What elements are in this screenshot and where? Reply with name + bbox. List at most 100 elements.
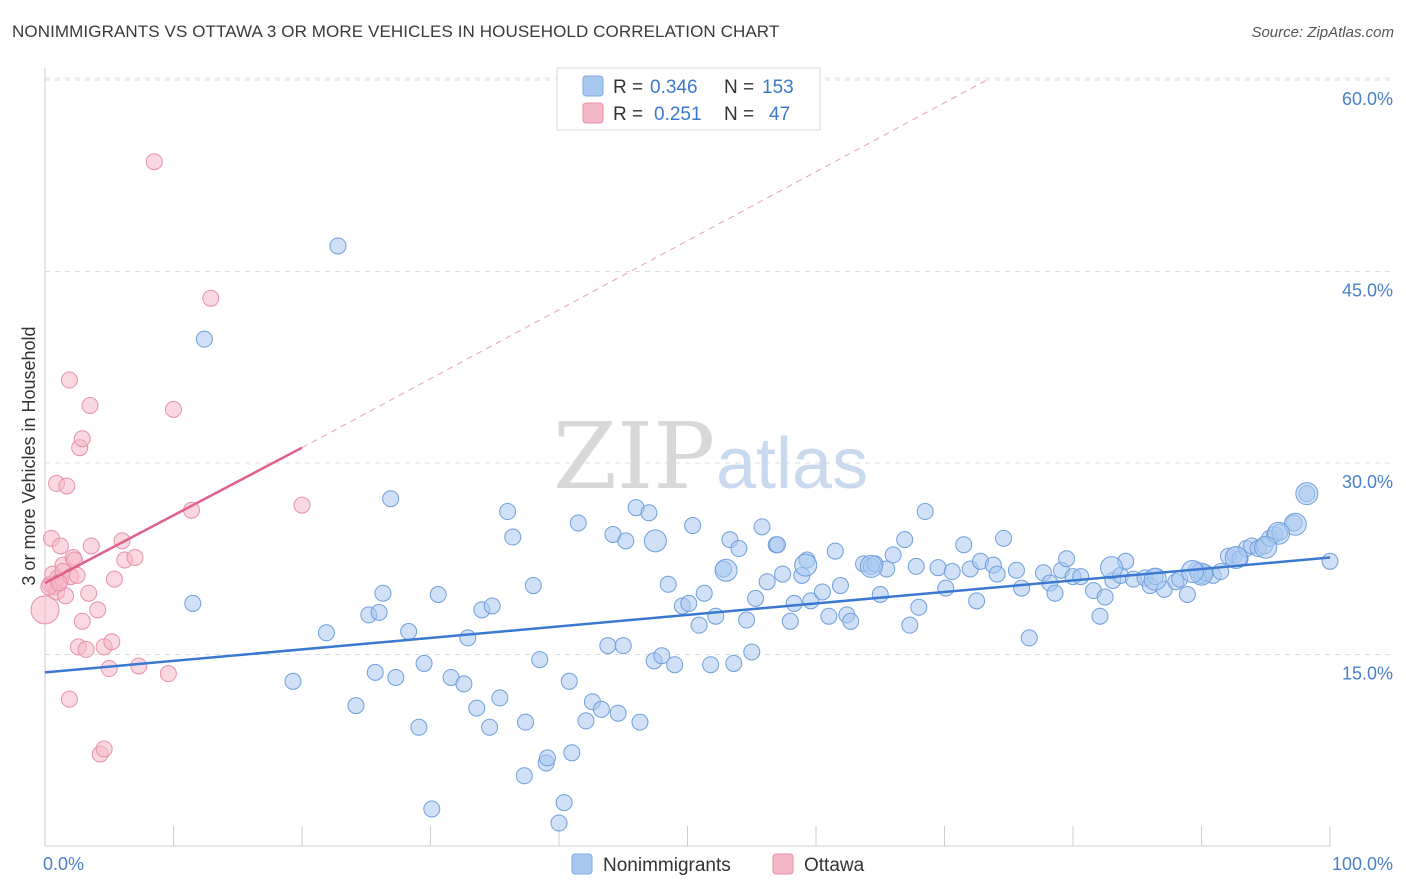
data-point-nonimmigrants — [1178, 585, 1196, 603]
bottom-legend-label-ottawa: Ottawa — [804, 855, 865, 876]
data-point-ottawa — [100, 660, 118, 678]
data-point-ottawa — [130, 657, 148, 675]
data-point-nonimmigrants — [531, 651, 549, 669]
data-point-nonimmigrants — [690, 616, 708, 634]
data-point-nonimmigrants — [459, 629, 477, 647]
data-point-nonimmigrants — [1058, 550, 1076, 568]
data-point-nonimmigrants — [695, 584, 713, 602]
y-tick-label: 45.0% — [1342, 281, 1393, 301]
data-point-ottawa — [145, 153, 163, 171]
data-point-nonimmigrants — [1007, 561, 1025, 579]
data-point-ottawa — [202, 289, 220, 307]
data-point-nonimmigrants — [617, 532, 635, 550]
data-point-nonimmigrants — [1321, 552, 1339, 570]
legend-r-value-2: 0.251 — [654, 104, 702, 125]
legend-r-label-2: R = — [613, 104, 643, 125]
data-point-nonimmigrants — [1013, 579, 1031, 597]
data-point-ottawa — [60, 371, 78, 389]
data-point-nonimmigrants — [317, 624, 335, 642]
data-point-ottawa — [293, 496, 311, 514]
data-point-nonimmigrants — [768, 536, 786, 554]
data-point-nonimmigrants — [631, 713, 649, 731]
data-point-nonimmigrants — [1100, 556, 1124, 580]
data-point-ottawa — [159, 665, 177, 683]
watermark-zip: ZIP — [553, 403, 715, 510]
x-tick-label: 100.0% — [1332, 854, 1393, 874]
data-point-ottawa — [81, 397, 99, 415]
data-point-ottawa — [58, 477, 76, 495]
data-point-nonimmigrants — [524, 577, 542, 595]
data-point-nonimmigrants — [758, 573, 776, 591]
data-point-nonimmigrants — [184, 594, 202, 612]
data-point-nonimmigrants — [455, 675, 473, 693]
data-point-nonimmigrants — [560, 672, 578, 690]
data-point-nonimmigrants — [347, 697, 365, 715]
data-point-nonimmigrants — [785, 594, 803, 612]
data-point-nonimmigrants — [550, 814, 568, 832]
data-point-nonimmigrants — [481, 718, 499, 736]
data-point-nonimmigrants — [988, 565, 1006, 583]
data-point-nonimmigrants — [491, 689, 509, 707]
data-point-nonimmigrants — [653, 647, 671, 665]
data-point-nonimmigrants — [901, 616, 919, 634]
data-point-nonimmigrants — [684, 517, 702, 535]
data-point-nonimmigrants — [907, 557, 925, 575]
legend-r-label-1: R = — [613, 77, 643, 98]
x-tick-label: 0.0% — [43, 854, 84, 874]
data-point-ottawa — [30, 595, 60, 625]
data-point-nonimmigrants — [666, 656, 684, 674]
data-point-nonimmigrants — [781, 612, 799, 630]
data-point-ottawa — [105, 570, 123, 588]
data-point-nonimmigrants — [592, 700, 610, 718]
data-point-ottawa — [51, 537, 69, 555]
data-point-nonimmigrants — [1046, 584, 1064, 602]
data-point-ottawa — [103, 633, 121, 651]
data-point-nonimmigrants — [871, 585, 889, 603]
data-point-nonimmigrants — [609, 704, 627, 722]
data-point-nonimmigrants — [366, 663, 384, 681]
data-point-ottawa — [126, 548, 144, 566]
data-point-nonimmigrants — [195, 330, 213, 348]
legend-swatch-ottawa — [582, 102, 604, 124]
y-tick-label: 60.0% — [1342, 89, 1393, 109]
data-point-ottawa — [73, 430, 91, 448]
data-point-nonimmigrants — [813, 583, 831, 601]
data-point-nonimmigrants — [504, 528, 522, 546]
data-point-nonimmigrants — [943, 563, 961, 581]
nonimmigrants-trendline — [44, 556, 1331, 674]
tick-labels: 15.0% 30.0% 45.0% 60.0% 0.0% 100.0% — [43, 89, 1393, 874]
data-point-nonimmigrants — [738, 611, 756, 629]
bottom-legend: Nonimmigrants Ottawa — [571, 853, 865, 876]
data-point-nonimmigrants — [842, 612, 860, 630]
data-point-nonimmigrants — [794, 553, 818, 577]
data-point-nonimmigrants — [714, 558, 738, 582]
data-point-nonimmigrants — [284, 672, 302, 690]
data-point-ottawa — [89, 601, 107, 619]
top-legend: R = 0.346 N = 153 R = 0.251 N = 47 — [556, 67, 821, 131]
data-point-nonimmigrants — [1072, 568, 1090, 586]
data-point-nonimmigrants — [929, 559, 947, 577]
data-point-nonimmigrants — [826, 542, 844, 560]
data-point-nonimmigrants — [515, 767, 533, 785]
series-nonimmigrants — [184, 237, 1339, 832]
data-point-nonimmigrants — [884, 546, 902, 564]
data-point-ottawa — [73, 612, 91, 630]
y-tick-label: 15.0% — [1342, 664, 1393, 684]
ottawa-trend-extension — [301, 79, 988, 449]
data-point-nonimmigrants — [995, 529, 1013, 547]
data-point-nonimmigrants — [1254, 535, 1278, 559]
data-point-nonimmigrants — [896, 531, 914, 549]
data-point-ottawa — [60, 690, 78, 708]
data-point-nonimmigrants — [599, 637, 617, 655]
data-point-nonimmigrants — [747, 589, 765, 607]
data-point-ottawa — [95, 740, 113, 758]
data-point-nonimmigrants — [382, 490, 400, 508]
data-point-nonimmigrants — [831, 577, 849, 595]
data-point-ottawa — [82, 537, 100, 555]
data-point-nonimmigrants — [1091, 607, 1109, 625]
data-point-nonimmigrants — [400, 623, 418, 641]
data-point-nonimmigrants — [329, 237, 347, 255]
data-point-nonimmigrants — [499, 503, 517, 521]
data-point-nonimmigrants — [1096, 588, 1114, 606]
